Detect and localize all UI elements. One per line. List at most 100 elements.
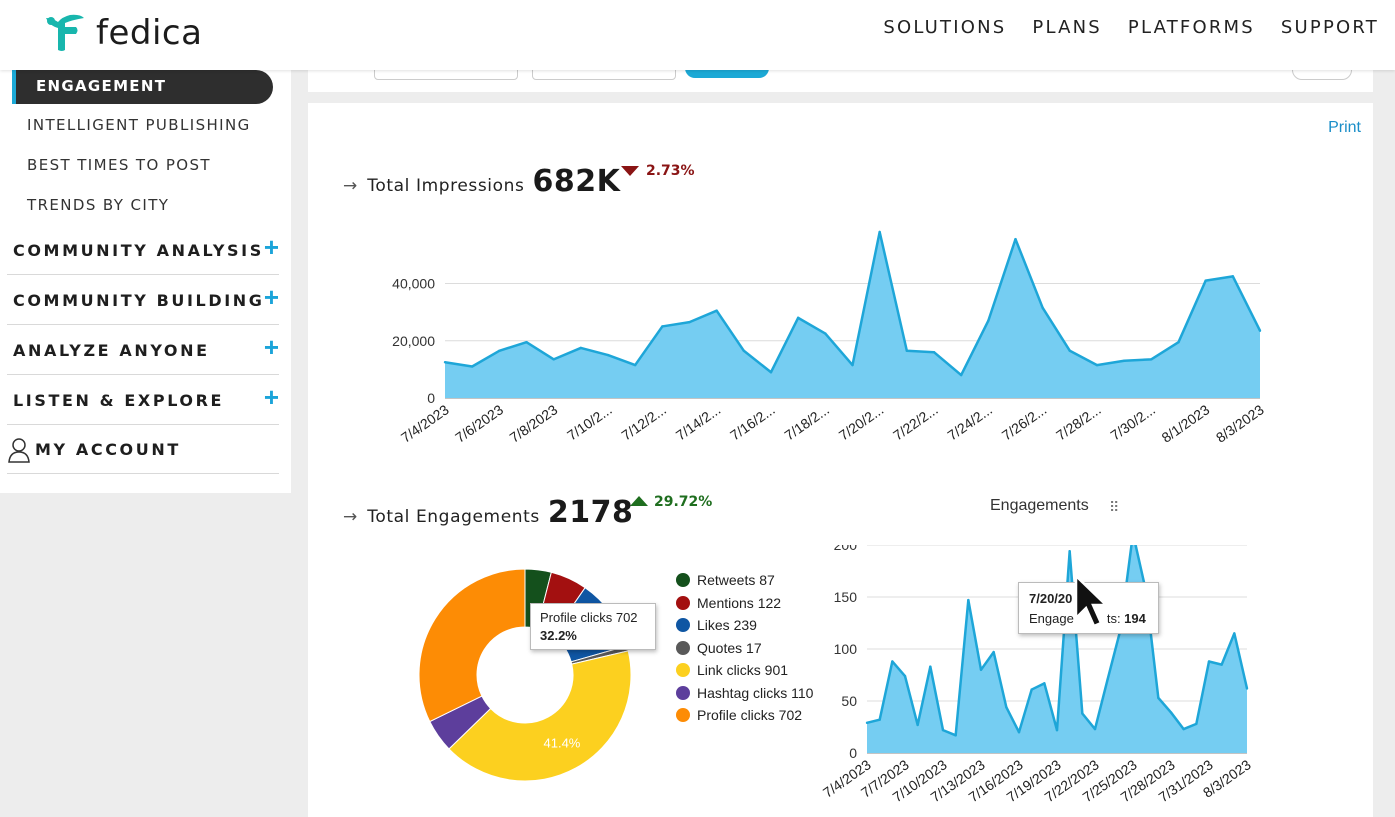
section-label: MY ACCOUNT <box>35 440 181 459</box>
data-point[interactable] <box>796 316 800 320</box>
x-tick-label: 7/10/2... <box>564 401 615 443</box>
sidebar-section-my-account[interactable]: MY ACCOUNT <box>7 424 279 474</box>
data-point[interactable] <box>688 320 691 324</box>
data-point[interactable] <box>865 721 869 725</box>
data-point[interactable] <box>1245 687 1249 690</box>
data-point[interactable] <box>1231 275 1235 278</box>
up-triangle-icon <box>630 496 648 506</box>
data-point[interactable] <box>1014 237 1017 241</box>
legend-item[interactable]: Mentions 122 <box>676 592 813 615</box>
data-point[interactable] <box>992 650 995 654</box>
plus-icon[interactable]: + <box>263 232 279 262</box>
plus-icon[interactable]: + <box>263 282 279 312</box>
x-tick-label: 8/1/2023 <box>1159 401 1213 445</box>
data-point[interactable] <box>1030 688 1033 691</box>
data-point[interactable] <box>633 363 637 367</box>
data-point[interactable] <box>1150 358 1153 361</box>
x-tick-label: 7/8/2023 <box>507 401 561 445</box>
nav-plans[interactable]: PLANS <box>1032 17 1102 38</box>
legend-label: Hashtag clicks 110 <box>697 684 814 701</box>
sidebar-item-best-times-to-post[interactable]: BEST TIMES TO POST <box>27 156 211 174</box>
data-point[interactable] <box>1041 306 1044 310</box>
data-point[interactable] <box>979 668 983 671</box>
data-point[interactable] <box>1177 340 1180 344</box>
data-point[interactable] <box>959 373 963 377</box>
legend-item[interactable]: Quotes 17 <box>676 637 813 660</box>
print-link[interactable]: Print <box>1328 119 1361 136</box>
data-point[interactable] <box>1207 660 1211 663</box>
nav-solutions[interactable]: SOLUTIONS <box>883 17 1007 38</box>
data-point[interactable] <box>1043 682 1046 685</box>
data-point[interactable] <box>878 718 881 721</box>
data-point[interactable] <box>1204 279 1207 282</box>
legend-item[interactable]: Retweets 87 <box>676 569 813 592</box>
data-point[interactable] <box>987 319 990 322</box>
fedica-logo[interactable]: fedica <box>40 12 202 54</box>
drag-dots-icon[interactable]: ⠿ <box>1109 499 1120 515</box>
data-point[interactable] <box>1157 696 1160 700</box>
data-point[interactable] <box>851 363 854 367</box>
data-point[interactable] <box>903 674 907 678</box>
data-point[interactable] <box>1068 550 1071 553</box>
y-tick-label: 100 <box>834 641 858 657</box>
data-point[interactable] <box>1055 728 1059 732</box>
data-point[interactable] <box>891 660 894 663</box>
data-point[interactable] <box>967 598 970 602</box>
data-point[interactable] <box>954 734 957 737</box>
nav-support[interactable]: SUPPORT <box>1280 17 1379 38</box>
donut-slice[interactable] <box>418 568 526 723</box>
plus-icon[interactable]: + <box>263 382 279 412</box>
data-point[interactable] <box>579 346 583 350</box>
legend-item[interactable]: Hashtag clicks 110 <box>676 682 813 705</box>
data-point[interactable] <box>661 325 664 328</box>
data-point[interactable] <box>443 361 447 364</box>
data-point[interactable] <box>1081 712 1084 715</box>
legend-item[interactable]: Likes 239 <box>676 614 813 637</box>
legend-label: Likes 239 <box>697 617 757 634</box>
data-point[interactable] <box>1122 359 1126 362</box>
sidebar-item-trends-by-city[interactable]: TRENDS BY CITY <box>27 196 170 214</box>
donut-slice[interactable] <box>448 650 632 782</box>
legend-label: Retweets 87 <box>697 572 775 589</box>
data-point[interactable] <box>1169 711 1173 714</box>
data-point[interactable] <box>715 309 718 312</box>
data-point[interactable] <box>932 351 936 354</box>
data-point[interactable] <box>929 665 932 668</box>
filter-bar <box>308 58 1373 92</box>
data-point[interactable] <box>1005 706 1008 709</box>
data-point[interactable] <box>1258 329 1262 332</box>
sidebar-section-community-analysis[interactable]: COMMUNITY ANALYSIS + <box>7 225 279 275</box>
data-point[interactable] <box>606 353 610 357</box>
data-point[interactable] <box>916 723 919 727</box>
metric-value: 682K <box>532 164 621 199</box>
data-point[interactable] <box>470 365 474 368</box>
data-point[interactable] <box>552 358 555 361</box>
data-point[interactable] <box>525 340 528 344</box>
tooltip-label-end: ts: <box>1106 611 1125 626</box>
sidebar-section-listen-explore[interactable]: LISTEN & EXPLORE + <box>7 375 279 425</box>
sidebar-item-engagement[interactable]: ENGAGEMENT <box>12 70 273 104</box>
plus-icon[interactable]: + <box>263 332 279 362</box>
data-point[interactable] <box>1182 727 1185 731</box>
data-point[interactable] <box>1095 363 1099 367</box>
data-point[interactable] <box>1068 349 1072 352</box>
data-point[interactable] <box>1195 722 1198 726</box>
data-point[interactable] <box>742 349 746 352</box>
data-point[interactable] <box>941 728 945 732</box>
data-point[interactable] <box>1093 727 1097 731</box>
data-point[interactable] <box>498 349 501 352</box>
legend-item[interactable]: Profile clicks 702 <box>676 704 813 727</box>
data-point[interactable] <box>1233 632 1236 635</box>
data-point[interactable] <box>1106 677 1109 681</box>
data-point[interactable] <box>905 349 909 352</box>
sidebar-item-intelligent-publishing[interactable]: INTELLIGENT PUBLISHING <box>27 116 251 134</box>
nav-platforms[interactable]: PLATFORMS <box>1127 17 1255 38</box>
sidebar-section-community-building[interactable]: COMMUNITY BUILDING + <box>7 275 279 325</box>
data-point[interactable] <box>769 371 773 374</box>
legend-item[interactable]: Link clicks 901 <box>676 659 813 682</box>
sidebar-section-analyze-anyone[interactable]: ANALYZE ANYONE + <box>7 325 279 375</box>
data-point[interactable] <box>824 332 827 335</box>
data-point[interactable] <box>1220 663 1223 666</box>
data-point[interactable] <box>878 230 881 234</box>
data-point[interactable] <box>1017 731 1021 734</box>
